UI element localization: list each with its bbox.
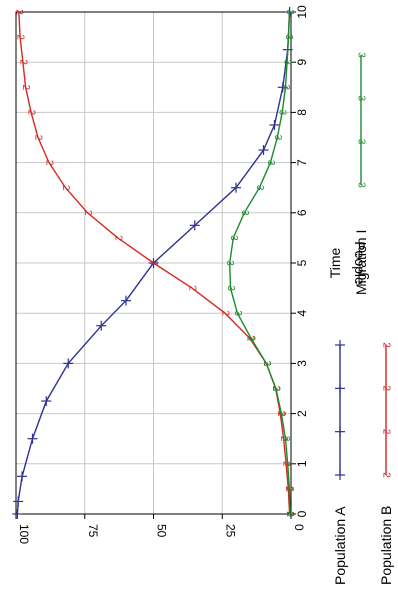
x-tick-label: 10 [295,5,309,19]
data-point [189,220,200,231]
data-point [41,396,52,407]
data-point [13,496,24,507]
data-point [269,119,280,130]
data-point: 3 [254,185,265,191]
series-line [18,11,291,515]
series-line [228,11,291,515]
data-point: 2 [82,210,93,216]
data-point: 2 [281,461,292,467]
data-point: 2 [112,235,123,241]
data-point: 2 [284,511,295,517]
data-point: 2 [15,34,26,40]
data-point: 3 [232,310,243,316]
data-point: 2 [44,160,55,166]
data-point: 3 [228,235,239,241]
data-point: 3 [239,210,250,216]
series-2: 3 3 3 3 3 3 3 3 3 3 3 3 3 3 3 3 3 3 3 3 3 [224,9,295,517]
legend-marker: 2 [381,429,392,435]
data-point: 3 [265,160,276,166]
x-tick-label: 6 [295,209,309,216]
data-point: 2 [187,285,198,291]
data-point [121,295,131,306]
legend-marker [335,383,345,394]
x-tick-label: 0 [295,510,309,517]
legend-item: Population A [332,340,348,585]
data-point: 2 [283,486,294,492]
data-point: 2 [13,9,24,15]
data-point: 3 [246,336,257,342]
y-tick-label: 25 [223,524,237,538]
data-point [96,320,107,331]
legend-marker: 3 [356,96,367,102]
legend-item: Population B 2 2 2 2 [378,342,394,585]
data-point: 3 [283,34,294,40]
legend-marker: 3 [356,139,367,145]
legend-marker [335,470,345,480]
data-point: 3 [280,436,291,442]
data-point: 3 [276,411,287,417]
y-tick-label: 100 [17,524,31,544]
x-tick-label: 4 [295,310,309,317]
x-axis-title: Time [327,247,343,278]
data-point: 2 [148,260,159,266]
legend: Population A Population B 2 2 2 2 Migration I 3… [332,52,394,585]
legend-marker: 2 [381,342,392,348]
data-point: 3 [224,260,235,266]
legend-marker: 2 [381,472,392,478]
legend-marker: 2 [381,386,392,392]
x-tick-label: 5 [295,259,309,266]
data-point: 3 [277,110,288,116]
x-tick-label: 9 [295,59,309,66]
data-point: 2 [20,85,31,91]
data-point [12,509,23,519]
data-point: 3 [282,461,293,467]
series-layer: 2222222222222222222223333333333333333333… [12,7,296,519]
legend-marker: 3 [356,182,367,188]
x-tick-label: 8 [295,109,309,116]
data-point [63,358,74,369]
legend-label: Population B [378,506,394,585]
legend-item: Migration I 3 3 3 3 [353,52,369,295]
data-point: 2 [17,59,28,65]
legend-label: Population A [332,506,348,585]
data-point: 2 [26,110,37,116]
data-point [231,182,241,193]
legend-marker: 3 [356,52,367,58]
data-point: 2 [278,436,289,442]
y-tick-label: 75 [86,524,100,538]
data-point: 3 [285,511,296,517]
data-point: 3 [261,361,272,367]
data-point: 3 [284,9,295,15]
y-tick-label: 0 [292,524,306,531]
data-point: 2 [244,336,255,342]
x-tick-label: 7 [295,159,309,166]
data-point: 3 [272,135,283,141]
data-point [27,433,38,444]
data-point: 3 [270,386,281,392]
data-point: 2 [33,135,44,141]
data-point: 2 [60,185,71,191]
legend-label: Migration I [353,230,369,295]
data-point: 2 [220,310,231,316]
legend-marker [335,340,345,350]
data-point: 3 [284,486,295,492]
x-tick-label: 2 [295,410,309,417]
series-0 [12,7,295,519]
data-point: 3 [225,285,236,291]
data-point: 3 [282,59,293,65]
data-point [258,145,269,156]
x-tick-label: 3 [295,360,309,367]
legend-marker [335,426,345,437]
data-point: 2 [275,411,286,417]
y-axis-title: People [352,241,368,285]
y-tick-label: 50 [155,524,169,538]
x-tick-label: 1 [295,460,309,467]
series-line [16,11,291,515]
data-point [17,471,28,482]
data-point: 3 [280,85,291,91]
